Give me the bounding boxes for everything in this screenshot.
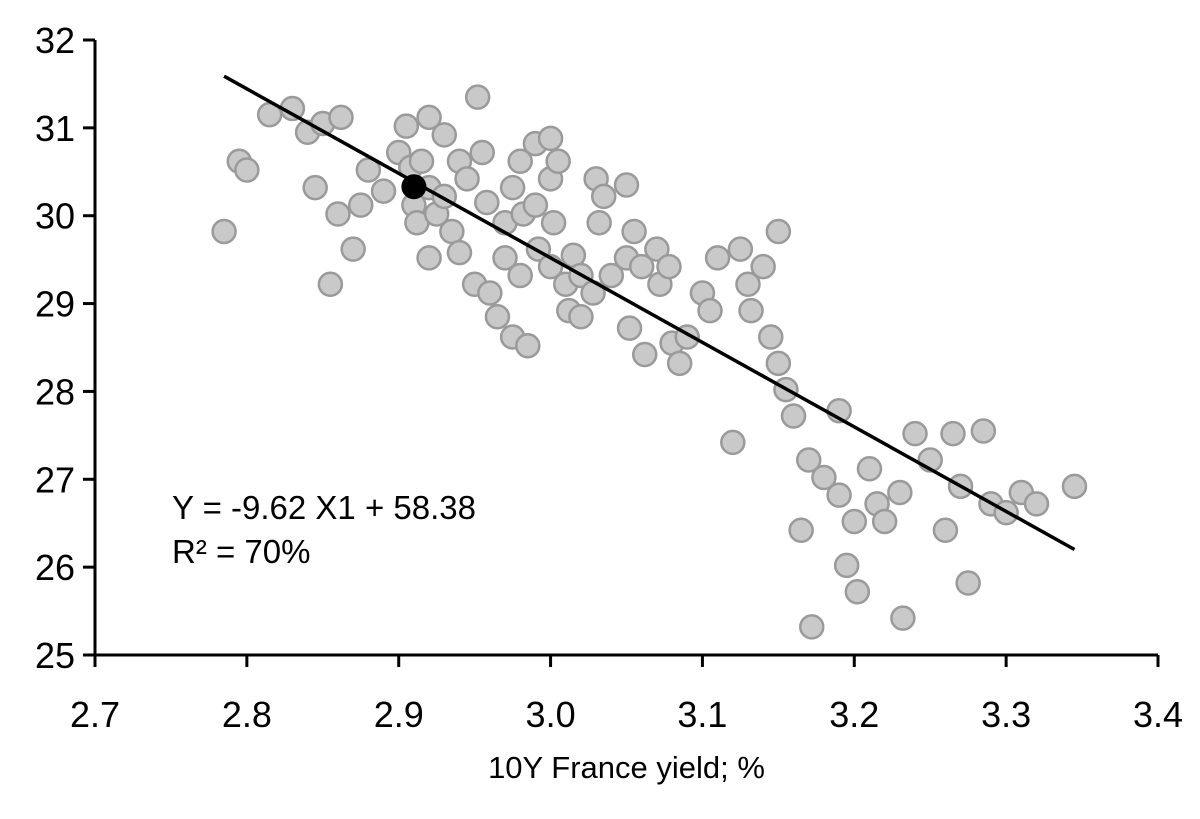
scatter-point <box>780 403 807 429</box>
scatter-point <box>902 420 928 447</box>
scatter-point <box>704 245 731 271</box>
y-tick-label: 31 <box>35 108 75 149</box>
scatter-point <box>348 192 374 218</box>
scatter-point <box>758 324 784 350</box>
y-tick-label: 29 <box>35 284 75 325</box>
scatter-point <box>720 429 746 456</box>
x-tick-label: 3.3 <box>981 694 1031 735</box>
scatter-point <box>499 174 526 201</box>
scatter-point <box>738 297 764 324</box>
x-tick-label: 2.9 <box>374 694 424 735</box>
scatter-point <box>507 148 533 174</box>
scatter-point <box>416 104 442 131</box>
scatter-point <box>833 552 860 579</box>
scatter-point <box>697 297 723 324</box>
scatter-point <box>841 508 868 535</box>
scatter-point <box>302 174 328 201</box>
y-tick-label: 30 <box>35 196 75 237</box>
scatter-point <box>621 218 647 245</box>
scatter-point <box>590 183 617 210</box>
scatter-point <box>955 570 981 596</box>
scatter-point <box>328 104 354 131</box>
scatter-point <box>393 113 420 139</box>
scatter-point <box>408 148 435 174</box>
scatter-point <box>537 125 564 152</box>
scatter-point <box>477 280 503 306</box>
scatter-point <box>507 262 533 289</box>
scatter-point <box>474 189 500 216</box>
scatter-point <box>355 157 382 183</box>
scatter-point <box>890 605 916 631</box>
y-tick-label: 27 <box>35 459 75 500</box>
scatter-point <box>446 239 473 266</box>
scatter-point <box>799 614 825 640</box>
highlight-point <box>401 174 427 200</box>
scatter-point <box>765 218 792 245</box>
scatter-point <box>826 482 852 508</box>
scatter-point <box>940 420 966 447</box>
x-tick-label: 3.2 <box>829 694 879 735</box>
scatter-point <box>484 304 511 330</box>
scatter-point <box>540 209 567 236</box>
scatter-point <box>765 350 792 377</box>
x-tick-label: 2.7 <box>70 694 120 735</box>
scatter-point <box>788 517 814 543</box>
regression-line <box>223 74 1076 552</box>
scatter-point <box>887 479 913 506</box>
scatter-point <box>545 148 571 174</box>
scatter-point <box>416 245 442 271</box>
scatter-point <box>795 447 822 473</box>
scatter-point <box>234 157 260 183</box>
scatter-point <box>522 192 549 218</box>
scatter-point <box>370 178 397 204</box>
scatter-point <box>469 139 495 166</box>
scatter-point <box>454 166 480 192</box>
scatter-point <box>631 341 658 368</box>
y-tick-label: 32 <box>35 20 75 61</box>
x-tick-label: 2.8 <box>222 694 272 735</box>
scatter-point <box>1061 473 1088 500</box>
y-tick-label: 25 <box>35 635 75 676</box>
scatter-point <box>656 253 682 280</box>
scatter-point <box>325 201 351 227</box>
scatter-point <box>644 236 670 262</box>
scatter-point <box>750 253 776 280</box>
scatter-point <box>811 464 837 491</box>
scatter-point <box>735 271 761 297</box>
scatter-point <box>515 332 541 359</box>
scatter-point <box>598 262 625 289</box>
y-tick-label: 28 <box>35 371 75 412</box>
scatter-point <box>492 245 518 271</box>
scatter-point <box>856 455 883 482</box>
regression-equation-text: Y = -9.62 X1 + 58.38 <box>172 489 476 526</box>
r-squared-text: R² = 70% <box>172 533 311 570</box>
scatter-point <box>727 236 754 262</box>
scatter-point <box>431 122 458 148</box>
scatter-point <box>464 84 491 110</box>
scatter-point <box>439 218 465 245</box>
scatter-point <box>616 315 643 341</box>
x-tick-label: 3.4 <box>1133 694 1183 735</box>
scatter-point <box>932 517 959 543</box>
scatter-point <box>666 350 693 377</box>
scatter-point <box>317 271 344 297</box>
scatter-point <box>340 236 366 262</box>
x-tick-label: 3.0 <box>526 694 576 735</box>
scatter-point <box>970 418 997 444</box>
scatter-point <box>211 218 237 245</box>
x-axis-label: 10Y France yield; % <box>488 750 765 785</box>
x-tick-label: 3.1 <box>677 694 727 735</box>
regression-annotation: Y = -9.62 X1 + 58.38 R² = 70% <box>172 486 476 574</box>
scatter-point <box>871 508 898 535</box>
y-tick-label: 26 <box>35 547 75 588</box>
scatter-point <box>844 578 871 605</box>
scatter-point <box>1023 491 1050 517</box>
scatter-point <box>613 172 640 198</box>
scatter-point <box>628 253 655 280</box>
scatter-point <box>586 209 612 236</box>
scatter-point <box>568 304 594 330</box>
